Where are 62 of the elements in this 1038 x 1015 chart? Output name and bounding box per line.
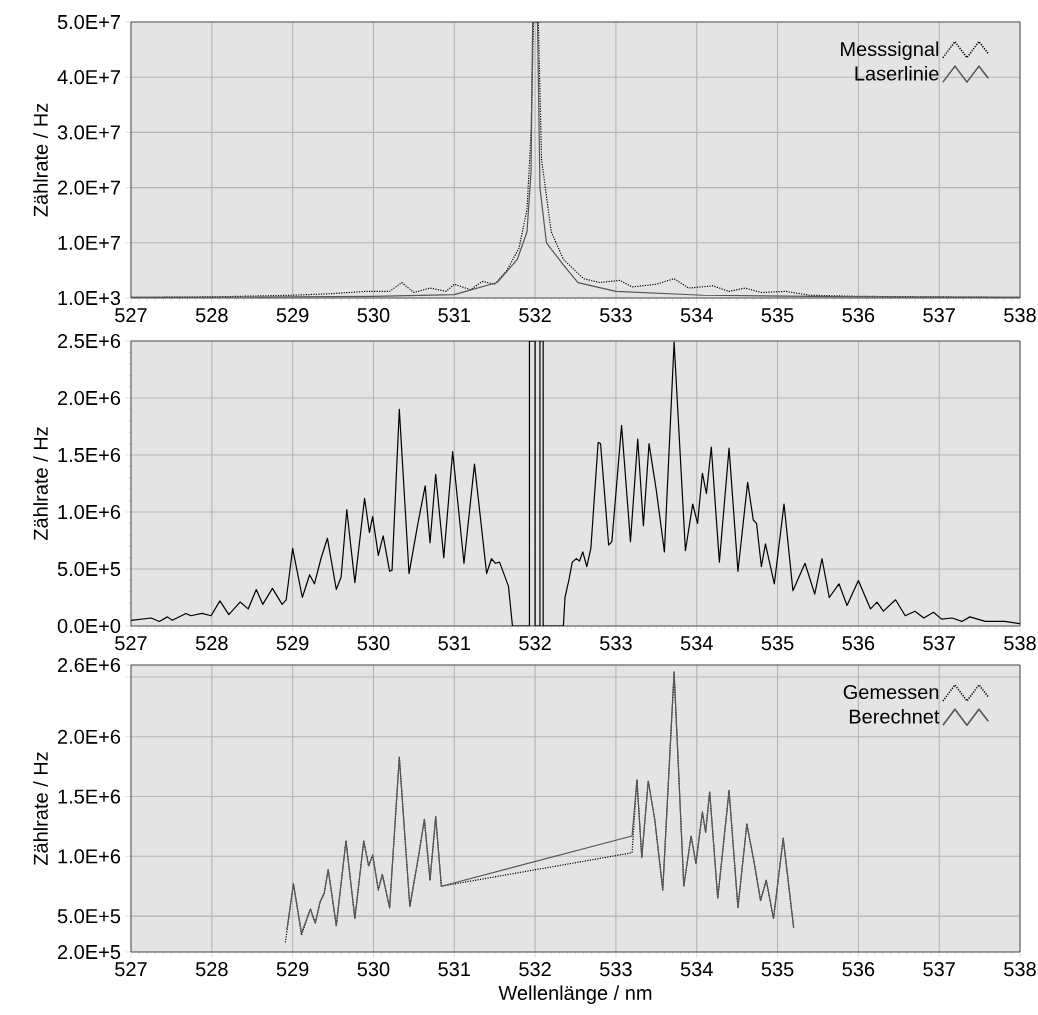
x-tick-label: 536 <box>842 962 875 977</box>
x-tick-label: 536 <box>842 308 875 323</box>
y-tick-label: 2.0E+5 <box>58 944 121 960</box>
y-axis-title: Zählrate / Hz <box>33 103 48 217</box>
x-tick-label: 530 <box>357 636 390 651</box>
x-tick-label: 535 <box>761 636 794 651</box>
x-tick-label: 531 <box>438 308 470 323</box>
legend-label: Laserlinie <box>855 65 939 81</box>
y-tick-label: 1.5E+6 <box>58 789 121 804</box>
x-tick-label: 538 <box>1004 962 1036 977</box>
x-tick-label: 529 <box>276 308 309 323</box>
x-tick-label: 534 <box>680 636 713 651</box>
y-tick-label: 1.0E+6 <box>58 504 121 520</box>
x-tick-label: 532 <box>519 308 551 323</box>
x-tick-label: 533 <box>600 962 632 977</box>
legend-label: Berechnet <box>849 708 940 724</box>
x-tick-label: 537 <box>923 962 955 977</box>
y-tick-label: 2.0E+7 <box>58 180 120 195</box>
y-tick-label: 5.0E+5 <box>57 561 121 577</box>
x-tick-label: 533 <box>600 636 632 651</box>
x-tick-label: 536 <box>842 636 875 651</box>
legend-label: Messsignal <box>841 41 939 61</box>
y-tick-label: 0.0E+0 <box>57 618 121 634</box>
x-tick-label: 534 <box>680 308 713 323</box>
x-tick-label: 531 <box>438 962 470 977</box>
y-tick-label: 2.0E+6 <box>58 390 121 406</box>
x-tick-label: 538 <box>1004 636 1036 651</box>
y-tick-label: 2.0E+6 <box>58 729 121 744</box>
x-tick-label: 529 <box>276 636 309 651</box>
x-tick-label: 537 <box>923 636 955 651</box>
x-tick-label: 530 <box>357 962 390 977</box>
y-tick-label: 1.0E+6 <box>58 849 121 864</box>
x-tick-label: 528 <box>195 636 228 651</box>
y-tick-label: 5.0E+5 <box>57 909 121 924</box>
x-tick-label: 529 <box>276 962 309 977</box>
y-tick-label: 2.5E+6 <box>58 333 121 349</box>
x-tick-label: 527 <box>115 636 147 651</box>
x-tick-label: 527 <box>115 962 147 977</box>
y-tick-label: 5.0E+7 <box>57 14 120 30</box>
x-tick-label: 527 <box>115 308 147 323</box>
x-tick-label: 538 <box>1004 308 1036 323</box>
y-axis-title: Zählrate / Hz <box>33 752 48 866</box>
x-tick-label: 535 <box>761 962 794 977</box>
y-tick-label: 4.0E+7 <box>57 70 120 85</box>
x-tick-label: 537 <box>923 308 955 323</box>
legend-label: Gemessen <box>843 684 939 700</box>
x-tick-label: 532 <box>519 962 551 977</box>
y-tick-label: 1.0E+3 <box>58 290 121 306</box>
x-tick-label: 528 <box>195 962 228 977</box>
x-tick-label: 528 <box>195 308 228 323</box>
y-tick-label: 1.5E+6 <box>58 447 121 463</box>
x-tick-label: 535 <box>761 308 794 323</box>
y-axis-title: Zählrate / Hz <box>33 427 48 541</box>
x-tick-label: 532 <box>519 636 551 651</box>
y-tick-label: 1.0E+7 <box>58 235 120 250</box>
x-axis-title: Wellenlänge / nm <box>498 985 652 1004</box>
y-tick-label: 2.6E+6 <box>58 657 121 673</box>
x-tick-label: 531 <box>438 636 470 651</box>
x-tick-label: 530 <box>357 308 390 323</box>
x-tick-label: 533 <box>600 308 632 323</box>
x-tick-label: 534 <box>680 962 713 977</box>
y-tick-label: 3.0E+7 <box>57 125 120 140</box>
